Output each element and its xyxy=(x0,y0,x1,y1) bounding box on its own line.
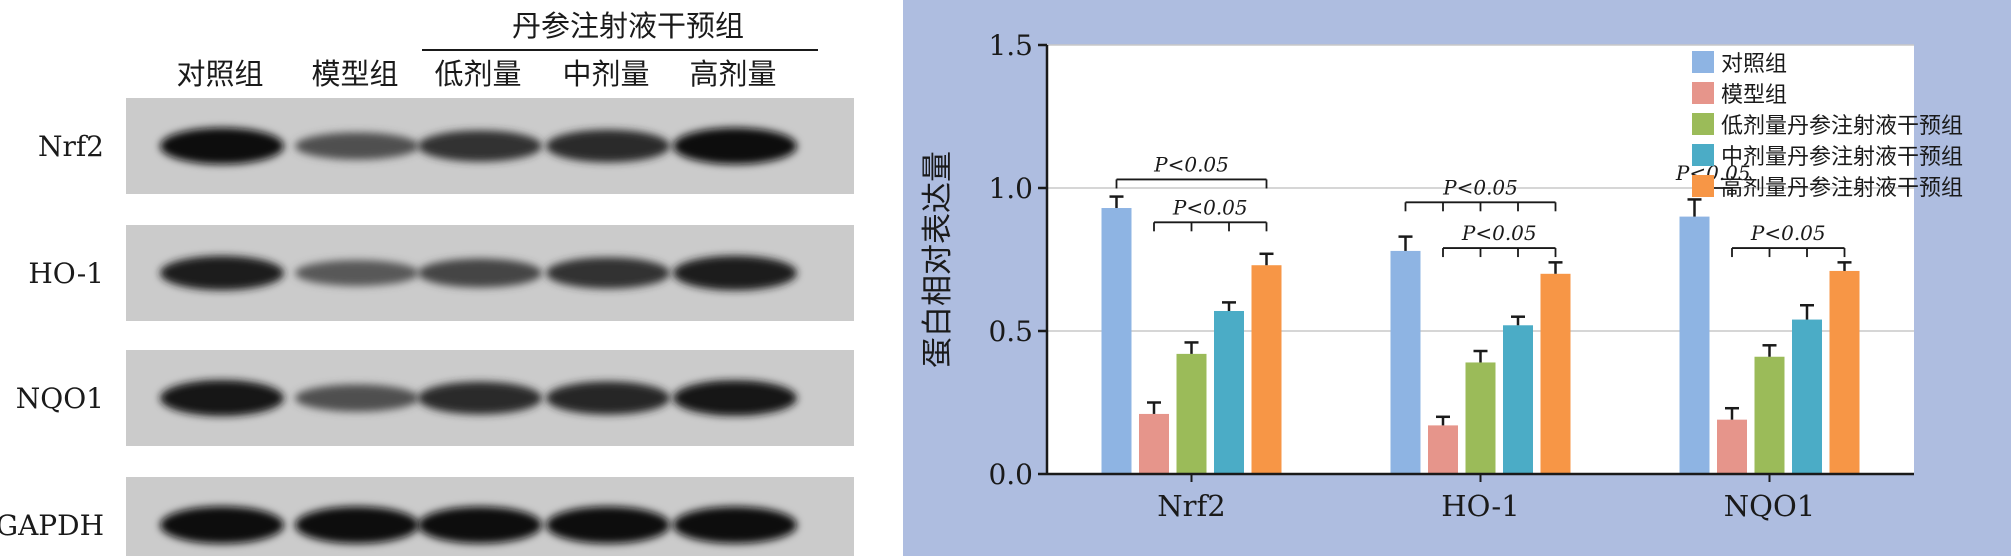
blot-rows: Nrf2 HO-1 NQO1 GAPDH xyxy=(0,98,854,560)
protein-band xyxy=(295,384,419,412)
protein-band xyxy=(673,506,797,544)
protein-band xyxy=(295,132,419,160)
western-blot-figure: 丹参注射液干预组 对照组 模型组 低剂量 中剂量 高剂量 Nrf2 HO-1 NQO1 GAP… xyxy=(0,9,854,560)
blot-row-label: Nrf2 xyxy=(38,130,104,163)
western-blot-panel: 丹参注射液干预组 对照组 模型组 低剂量 中剂量 高剂量 Nrf2 HO-1 NQO1 GAP… xyxy=(0,0,900,560)
blot-row: GAPDH xyxy=(0,477,854,560)
lane-label: 中剂量 xyxy=(562,57,649,91)
bar xyxy=(1390,250,1421,474)
significance-label: P<0.05 xyxy=(1461,221,1537,245)
bar xyxy=(1679,216,1710,474)
protein-band xyxy=(160,506,284,544)
legend-item: 对照组 xyxy=(1692,51,1787,77)
protein-band xyxy=(546,506,670,544)
bar xyxy=(1754,356,1785,474)
y-tick-label: 0.5 xyxy=(988,315,1033,348)
bar xyxy=(1717,419,1747,474)
error-bars xyxy=(1109,195,1852,426)
protein-band xyxy=(673,127,797,165)
bar xyxy=(1214,310,1244,474)
treatment-group-label: 丹参注射液干预组 xyxy=(512,9,744,43)
legend-label: 模型组 xyxy=(1721,83,1787,108)
significance-label: P<0.05 xyxy=(1172,195,1248,219)
protein-band xyxy=(418,381,542,415)
y-tick-label: 0.0 xyxy=(988,458,1033,491)
significance-label: P<0.05 xyxy=(1750,221,1826,245)
lane-label: 模型组 xyxy=(311,57,398,91)
protein-band xyxy=(546,129,670,163)
legend-swatch xyxy=(1692,175,1714,197)
protein-band xyxy=(160,379,284,417)
significance-annotations: P<0.05P<0.05P<0.05P<0.05P<0.05P<0.05 xyxy=(1115,152,1846,258)
bar xyxy=(1101,208,1132,474)
bar xyxy=(1829,270,1860,474)
bar xyxy=(1251,265,1282,474)
x-tick-label: NQO1 xyxy=(1724,489,1815,523)
protein-band xyxy=(673,380,797,416)
bar-chart: P<0.05P<0.05P<0.05P<0.05P<0.05P<0.05 0.0… xyxy=(903,0,2011,556)
blot-row: NQO1 xyxy=(16,350,854,446)
legend-swatch xyxy=(1692,51,1714,73)
protein-band xyxy=(418,506,542,544)
blot-row: HO-1 xyxy=(28,225,854,321)
x-tick-label: Nrf2 xyxy=(1157,489,1225,523)
legend-label: 对照组 xyxy=(1721,52,1787,77)
y-tick-label: 1.5 xyxy=(988,29,1033,62)
y-axis-label: 蛋白相对表达量 xyxy=(920,151,956,368)
protein-band xyxy=(295,260,419,286)
protein-band xyxy=(295,506,419,544)
x-tick-label: HO-1 xyxy=(1441,489,1519,523)
bar xyxy=(1139,413,1169,474)
legend-item: 中剂量丹参注射液干预组 xyxy=(1692,144,1963,170)
protein-band xyxy=(673,255,797,291)
legend-swatch xyxy=(1692,82,1714,104)
lane-labels: 对照组 模型组 低剂量 中剂量 高剂量 xyxy=(176,57,776,91)
blot-row: Nrf2 xyxy=(38,98,854,194)
bar xyxy=(1503,325,1533,474)
gridlines xyxy=(1047,44,1914,332)
blot-row-label: NQO1 xyxy=(16,382,104,415)
bar xyxy=(1540,273,1571,474)
blot-row-label: GAPDH xyxy=(0,509,104,542)
bar xyxy=(1176,353,1207,474)
protein-band xyxy=(418,130,542,162)
legend-swatch xyxy=(1692,113,1714,135)
lane-label: 对照组 xyxy=(176,57,263,91)
lane-label: 高剂量 xyxy=(689,57,776,91)
bar xyxy=(1792,319,1822,474)
bar xyxy=(1465,362,1496,474)
bar-chart-panel: P<0.05 P<0.05 P<0.05 P<0.05 P<0.05 P<0.05 0.0… xyxy=(903,0,2011,556)
protein-band xyxy=(418,258,542,288)
lane-label: 低剂量 xyxy=(434,57,521,91)
y-tick-label: 1.0 xyxy=(988,172,1033,205)
legend-swatch xyxy=(1692,144,1714,166)
legend-label: 高剂量丹参注射液干预组 xyxy=(1721,176,1963,201)
protein-band xyxy=(160,255,284,291)
blot-row-label: HO-1 xyxy=(28,257,104,290)
legend-label: 低剂量丹参注射液干预组 xyxy=(1721,114,1963,139)
protein-band xyxy=(160,127,284,165)
significance-label: P<0.05 xyxy=(1153,152,1229,176)
protein-band xyxy=(546,381,670,415)
axes: 0.0 0.5 1.0 1.5 Nrf2 HO-1 NQO1 xyxy=(988,29,1914,523)
legend-item: 低剂量丹参注射液干预组 xyxy=(1692,113,1963,139)
bars xyxy=(1101,208,1860,474)
legend-item: 高剂量丹参注射液干预组 xyxy=(1692,175,1963,201)
legend-item: 模型组 xyxy=(1692,82,1787,108)
protein-band xyxy=(546,257,670,289)
significance-label: P<0.05 xyxy=(1442,175,1518,199)
bar xyxy=(1428,425,1458,474)
legend-label: 中剂量丹参注射液干预组 xyxy=(1721,145,1963,170)
